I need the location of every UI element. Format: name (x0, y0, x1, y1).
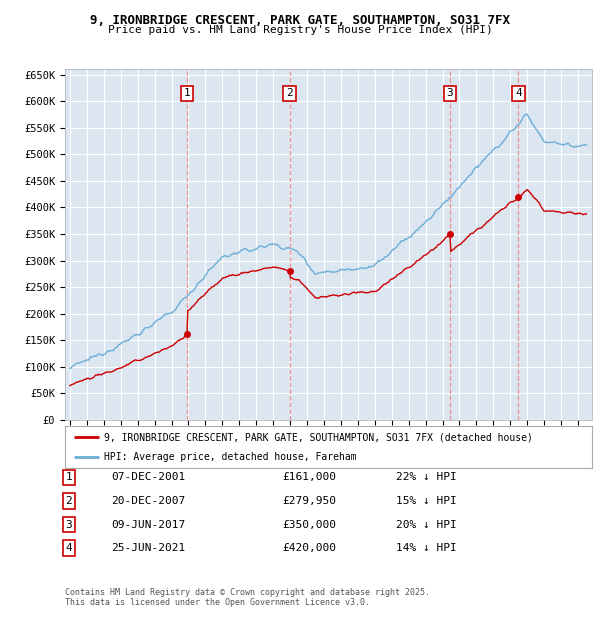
Text: £350,000: £350,000 (282, 520, 336, 529)
Text: £161,000: £161,000 (282, 472, 336, 482)
Text: 20% ↓ HPI: 20% ↓ HPI (396, 520, 457, 529)
Text: 2: 2 (65, 496, 73, 506)
Text: £420,000: £420,000 (282, 543, 336, 553)
Text: 9, IRONBRIDGE CRESCENT, PARK GATE, SOUTHAMPTON, SO31 7FX (detached house): 9, IRONBRIDGE CRESCENT, PARK GATE, SOUTH… (104, 432, 533, 442)
Text: 9, IRONBRIDGE CRESCENT, PARK GATE, SOUTHAMPTON, SO31 7FX: 9, IRONBRIDGE CRESCENT, PARK GATE, SOUTH… (90, 14, 510, 27)
Text: 4: 4 (65, 543, 73, 553)
Text: Price paid vs. HM Land Registry's House Price Index (HPI): Price paid vs. HM Land Registry's House … (107, 25, 493, 35)
Text: 22% ↓ HPI: 22% ↓ HPI (396, 472, 457, 482)
Text: 20-DEC-2007: 20-DEC-2007 (111, 496, 185, 506)
Text: 3: 3 (446, 88, 454, 99)
Text: 3: 3 (65, 520, 73, 529)
Text: 25-JUN-2021: 25-JUN-2021 (111, 543, 185, 553)
Text: 07-DEC-2001: 07-DEC-2001 (111, 472, 185, 482)
Text: 1: 1 (65, 472, 73, 482)
Text: 4: 4 (515, 88, 522, 99)
Text: Contains HM Land Registry data © Crown copyright and database right 2025.: Contains HM Land Registry data © Crown c… (65, 588, 430, 597)
Text: £279,950: £279,950 (282, 496, 336, 506)
Text: 2: 2 (286, 88, 293, 99)
Text: 1: 1 (184, 88, 191, 99)
Text: This data is licensed under the Open Government Licence v3.0.: This data is licensed under the Open Gov… (65, 598, 370, 607)
Text: 09-JUN-2017: 09-JUN-2017 (111, 520, 185, 529)
Text: 15% ↓ HPI: 15% ↓ HPI (396, 496, 457, 506)
Text: 14% ↓ HPI: 14% ↓ HPI (396, 543, 457, 553)
Text: HPI: Average price, detached house, Fareham: HPI: Average price, detached house, Fare… (104, 452, 357, 462)
